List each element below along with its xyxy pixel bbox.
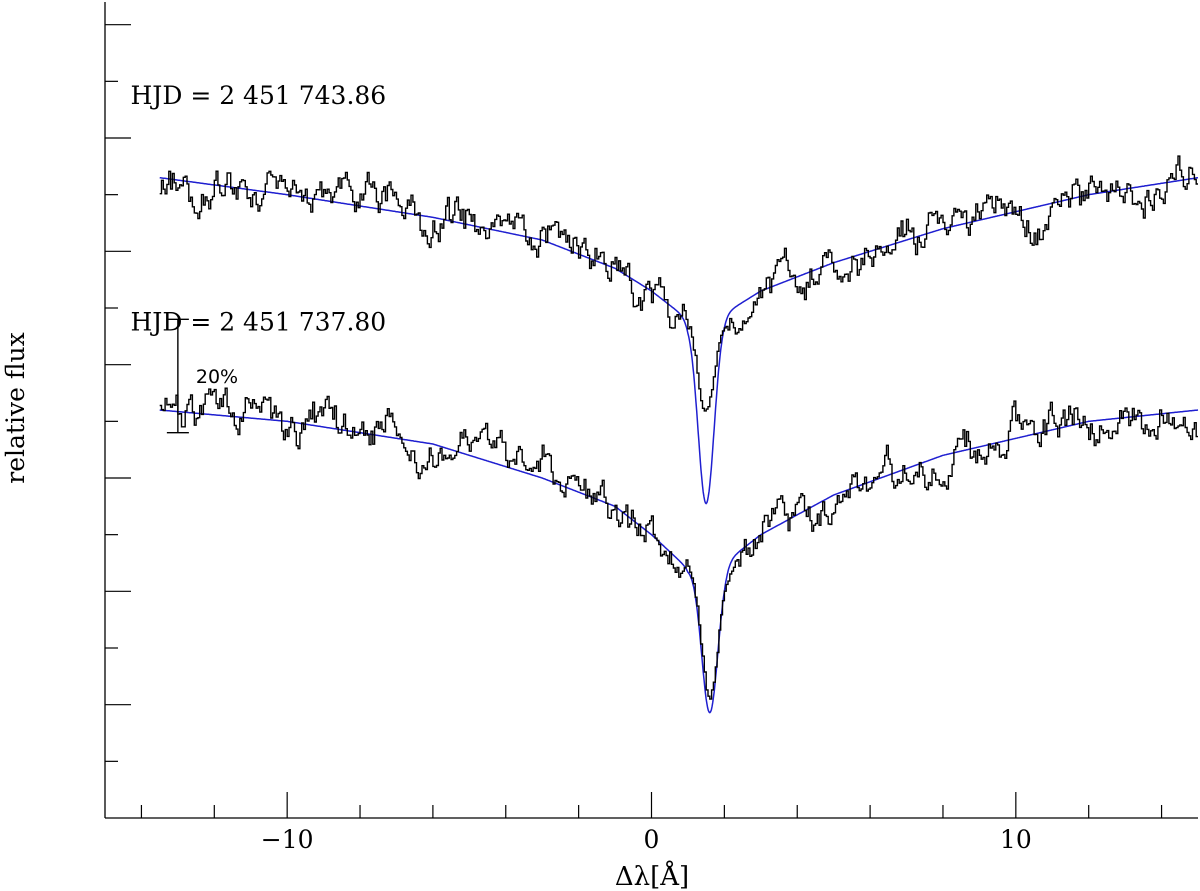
axis-ticks: −10 0 10 — [105, 24, 1163, 854]
x-tick-label: 0 — [644, 825, 660, 854]
fit-curve — [159, 409, 1199, 714]
series-1 — [159, 155, 1199, 505]
x-axis-label: Δλ[Å] — [615, 860, 689, 891]
series-2 — [159, 387, 1199, 714]
scale-bar-label: 20% — [196, 366, 238, 388]
plot-frame — [104, 2, 1198, 819]
observed-spectrum — [159, 155, 1198, 412]
observed-spectrum — [159, 387, 1198, 700]
series-layer — [159, 155, 1199, 714]
annotations: HJD = 2 451 743.86 HJD = 2 451 737.80 20% — [131, 81, 387, 434]
scale-bar: 20% — [166, 318, 238, 434]
y-axis-label: relative flux — [1, 332, 30, 483]
series-label: HJD = 2 451 737.80 — [131, 308, 387, 337]
fit-curve — [159, 176, 1199, 505]
x-tick-label: −10 — [261, 825, 314, 854]
x-tick-label: 10 — [1000, 825, 1032, 854]
series-label: HJD = 2 451 743.86 — [131, 81, 387, 110]
